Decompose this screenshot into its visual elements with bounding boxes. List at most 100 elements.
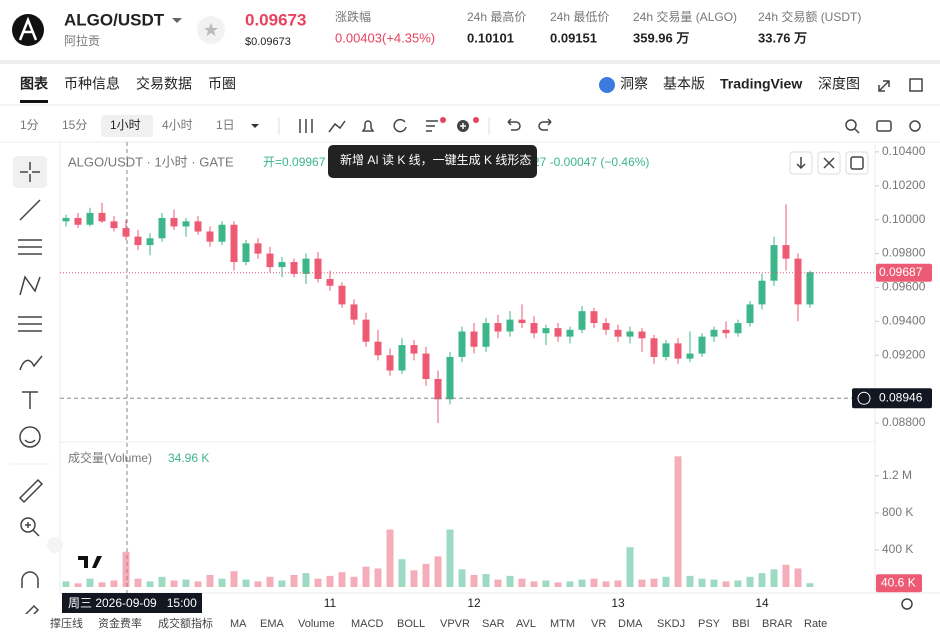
nav-right[interactable]: TradingView (720, 76, 802, 92)
indicator-tab[interactable]: MTM (550, 618, 575, 630)
indicator-tab[interactable]: PSY (698, 618, 721, 630)
indicator-tab[interactable]: EMA (260, 618, 285, 630)
volume-bar (686, 575, 694, 587)
candle-body (302, 258, 310, 274)
candle-body (542, 328, 550, 334)
candle-body (518, 319, 526, 324)
indicator-tab[interactable]: VR (591, 618, 606, 630)
tab[interactable]: 币种信息 (64, 76, 120, 92)
volume-bar (218, 578, 226, 587)
indicator-tab[interactable]: MA (230, 618, 247, 630)
volume-bar (794, 568, 802, 587)
symbol-dropdown[interactable] (172, 18, 182, 23)
indicator-tab[interactable]: BOLL (397, 618, 425, 630)
candle-type-icon[interactable] (299, 119, 313, 133)
indicator-tab[interactable]: 资金费率 (98, 616, 142, 630)
x-tick-label: 14 (755, 596, 769, 610)
lines-tool[interactable] (18, 239, 42, 255)
collapse-icon (823, 157, 835, 169)
indicator-tab[interactable]: 撑压线 (50, 616, 83, 630)
tab[interactable]: 币圈 (208, 76, 236, 92)
y-tick-label: 0.08800 (882, 415, 926, 429)
nav-right[interactable]: 深度图 (818, 76, 860, 92)
nav-right[interactable]: 基本版 (663, 76, 705, 92)
interval[interactable]: 1分 (20, 118, 39, 132)
candle-body (74, 217, 82, 225)
indicator-tab[interactable]: VPVR (440, 618, 470, 630)
brush-tool[interactable] (19, 355, 43, 371)
volume-bar (554, 582, 562, 587)
indicator-tab[interactable]: DMA (618, 618, 643, 630)
symbol[interactable]: ALGO/USDT (64, 10, 165, 29)
y-tick-label: 0.09600 (882, 280, 926, 294)
indicator-tab[interactable]: 成交额指标 (158, 616, 213, 630)
ruler-tool[interactable] (18, 478, 44, 504)
indicator-icon[interactable] (328, 120, 346, 133)
emoji-tool[interactable] (19, 426, 41, 448)
crosshair-price-label: 0.08946 (879, 390, 923, 404)
interval[interactable]: 4小时 (162, 118, 193, 132)
pattern-tool[interactable] (19, 275, 41, 296)
tab[interactable]: 图表 (20, 76, 49, 92)
emoji-smile (24, 439, 36, 444)
interval[interactable]: 15分 (62, 118, 87, 132)
volume-bar (170, 580, 178, 587)
fullscreen-button[interactable] (845, 151, 869, 175)
candle-body (482, 323, 490, 347)
candle-body (554, 328, 562, 337)
replay-icon[interactable] (393, 118, 407, 133)
interval[interactable]: 1小时 (110, 118, 141, 132)
tooltip (328, 145, 537, 178)
ai-icon[interactable] (426, 120, 438, 132)
alert-icon[interactable] (361, 120, 375, 132)
camera-icon[interactable] (876, 120, 892, 132)
indicator-tab[interactable]: SKDJ (657, 618, 685, 630)
candle-body (206, 231, 214, 242)
volume-bar (350, 576, 358, 587)
window-icon[interactable] (909, 78, 923, 92)
trendline-tool[interactable] (19, 199, 41, 221)
indicator-tab[interactable]: MACD (351, 618, 383, 630)
volume-bar (374, 568, 382, 587)
volume-bar (734, 580, 742, 587)
tradingview-logo (78, 556, 102, 568)
x-tick-label: 13 (611, 596, 625, 610)
candle-body (254, 243, 262, 254)
interval-dropdown[interactable] (251, 124, 259, 128)
zoom-tool[interactable] (20, 517, 36, 533)
search-icon[interactable] (845, 119, 857, 131)
crosshair-time-label: 周三 2026-09-09 15:00 (68, 596, 197, 610)
indicator-tab[interactable]: SAR (482, 618, 505, 630)
volume-bar (194, 581, 202, 587)
nav-right[interactable]: 洞察 (620, 76, 648, 92)
indicator-tab[interactable]: BBI (732, 618, 750, 630)
indicator-tab[interactable]: AVL (516, 618, 536, 630)
candle-body (590, 311, 598, 324)
indicator-tab[interactable]: BRAR (762, 618, 793, 630)
volume-bar (290, 574, 298, 587)
insight-icon (599, 77, 615, 93)
fib-tool[interactable] (18, 316, 42, 332)
candle-body (674, 343, 682, 359)
indicator-tab[interactable]: Volume (298, 618, 335, 630)
interval[interactable]: 1日 (216, 118, 235, 132)
expand-icon[interactable] (878, 80, 890, 92)
indicator-bar-bg (0, 614, 940, 635)
undo-icon[interactable] (507, 118, 521, 131)
tab[interactable]: 交易数据 (136, 76, 192, 92)
settings-icon[interactable] (909, 120, 921, 132)
indicator-tab[interactable]: Rate (804, 618, 827, 630)
candle-body (194, 221, 202, 232)
collapse-pane[interactable] (47, 537, 63, 553)
redo-icon[interactable] (538, 118, 552, 131)
crosshair-add[interactable] (857, 391, 871, 405)
volume-bar (614, 580, 622, 587)
volume-bar (710, 579, 718, 587)
magnet-tool[interactable] (21, 571, 39, 588)
axis-settings[interactable] (901, 598, 913, 610)
x-tick-label: 11 (324, 596, 337, 610)
price-label: 0.09687 (879, 265, 923, 279)
text-tool[interactable] (22, 391, 38, 409)
crosshair-tool[interactable] (20, 162, 40, 182)
